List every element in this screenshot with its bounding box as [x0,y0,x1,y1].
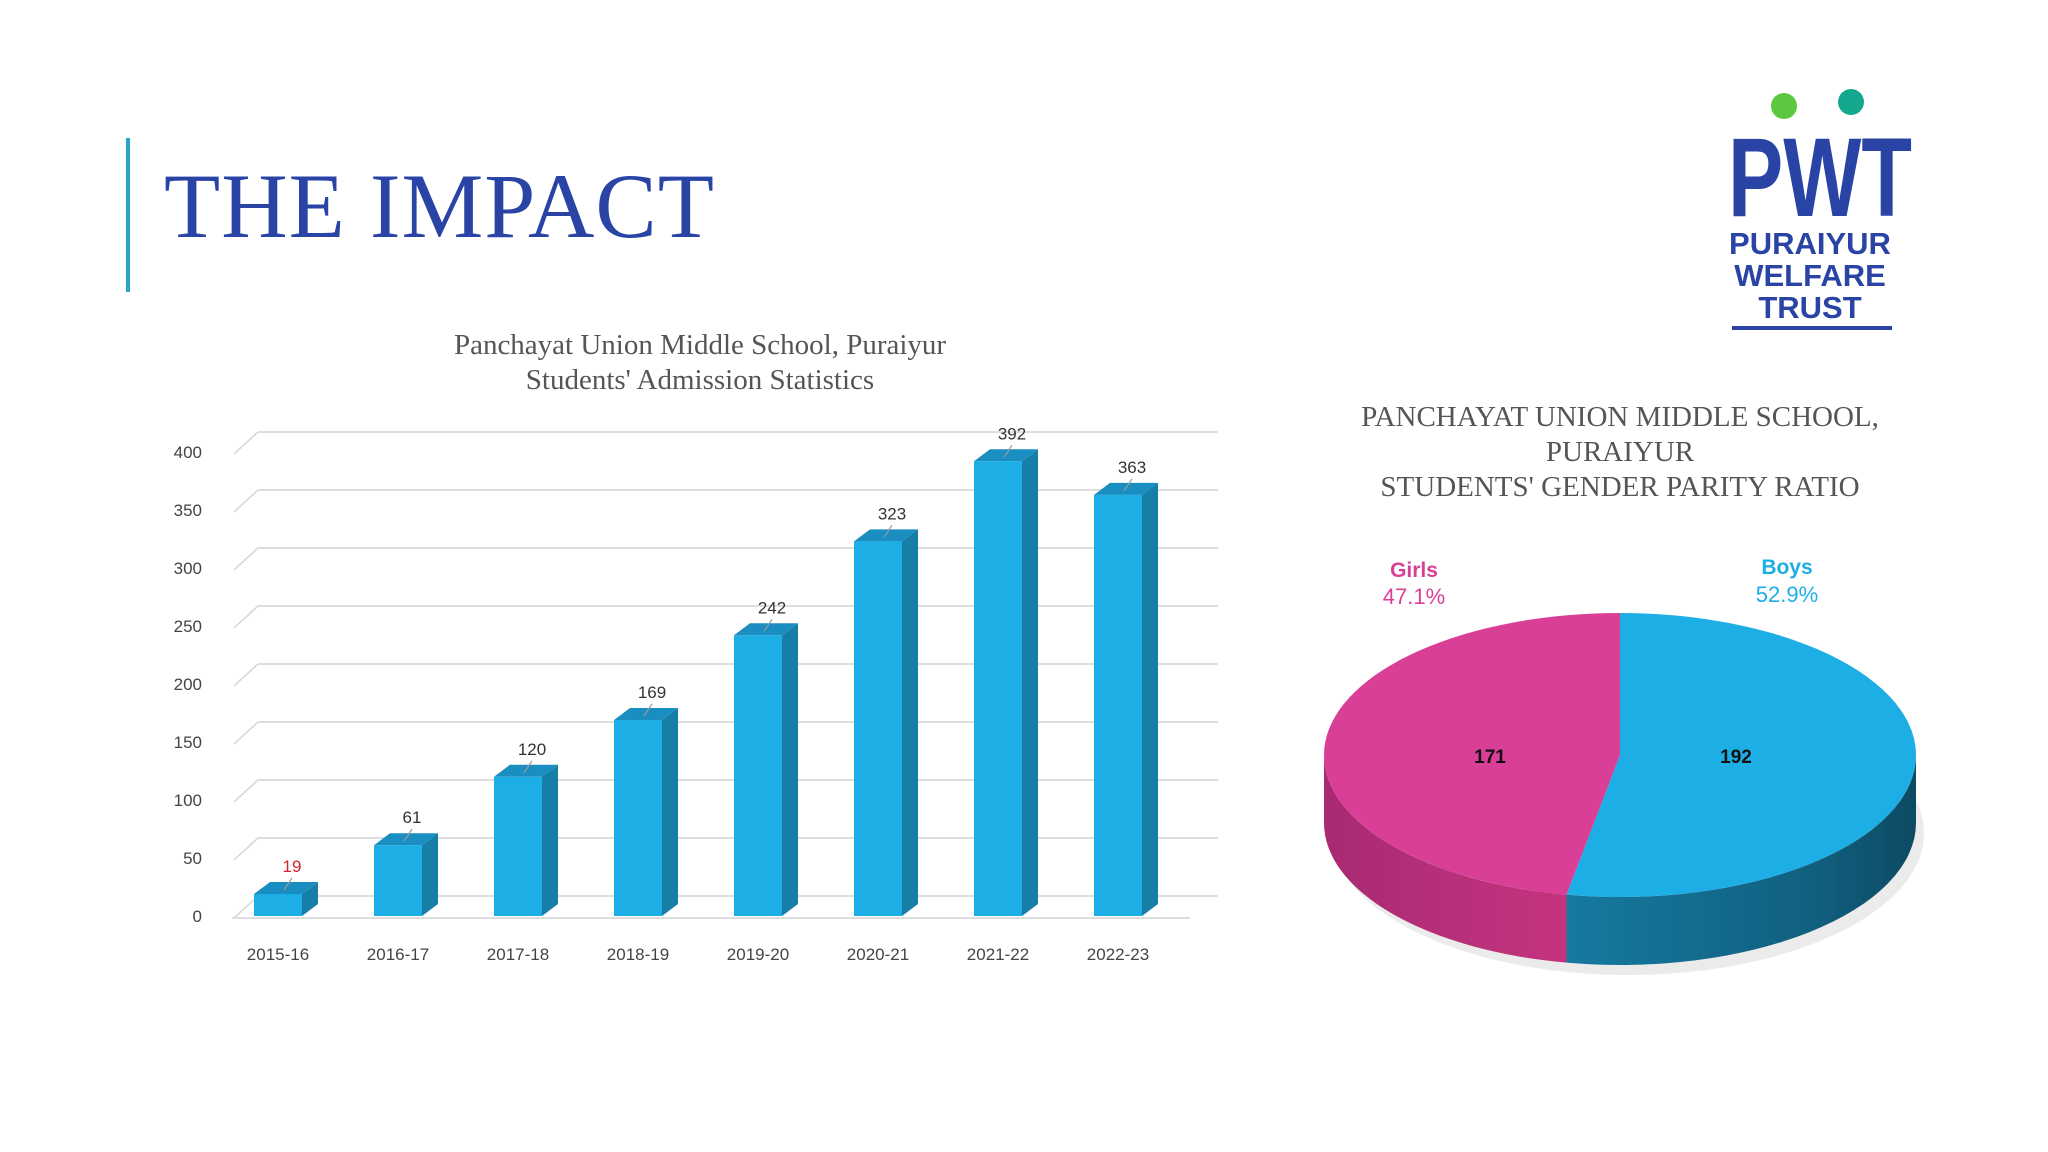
x-tick-label: 2016-17 [367,945,429,964]
girls-slice-side [1324,755,1567,963]
pie-chart-title: PANCHAYAT UNION MIDDLE SCHOOL, PURAIYUR … [1290,400,1950,505]
data-label-leader [523,760,533,774]
data-label: 363 [1118,458,1146,477]
x-tick-label: 2019-20 [727,945,789,964]
grid-line [233,721,259,745]
logo-line-3: TRUST [1758,290,1861,325]
bar-2021-22: 392 2021-22 [967,424,1038,964]
pie-chart-title-line-3: STUDENTS' GENDER PARITY RATIO [1380,471,1860,503]
slide-title: THE IMPACT [164,155,715,257]
data-label: 120 [518,740,546,759]
y-tick-label: 200 [174,675,202,694]
bar-side [542,764,558,916]
data-label: 392 [998,424,1026,443]
boys-value-label: 192 [1720,747,1752,768]
grid-line [233,663,259,687]
bar-front [254,893,302,916]
bar-side [302,881,318,916]
grid-line [233,431,259,455]
boys-percent-label: 52.9% [1756,582,1818,607]
logo-line-1: PURAIYUR [1729,226,1891,261]
y-tick-label: 0 [193,907,202,926]
bar-side [782,623,798,916]
puraiyur-welfare-trust-logo: PWT PURAIYUR WELFARE TRUST [1728,89,1912,330]
logo-line-2: WELFARE [1734,258,1886,293]
girls-percent-label: 47.1% [1383,584,1445,609]
logo-green-dot [1771,93,1797,119]
bar-front [734,635,782,916]
bar-front [974,461,1022,916]
y-tick-label: 100 [174,791,202,810]
bar-side [902,529,918,916]
y-tick-label: 300 [174,559,202,578]
title-accent-line [126,138,130,292]
x-tick-label: 2022-23 [1087,945,1149,964]
bar-side [662,707,678,916]
bar-front [494,776,542,916]
bar-2017-18: 120 2017-18 [487,740,558,964]
bar-front [374,845,422,916]
data-label-leader [883,524,893,538]
bar-chart-title-line-1: Panchayat Union Middle School, Puraiyur [453,329,947,361]
data-label: 169 [638,683,666,702]
logo-teal-dot [1838,89,1864,115]
data-label-leader [403,828,413,842]
bar-2015-16: 19 2015-16 [247,857,318,964]
data-label-leader [1123,478,1133,492]
boys-slice-side [1566,755,1916,965]
bar-2019-20: 242 2019-20 [727,598,798,964]
data-label-leader [1003,444,1013,458]
data-label: 61 [403,808,422,827]
bar-front [614,719,662,916]
bar-2016-17: 61 2016-17 [367,808,438,964]
x-tick-label: 2015-16 [247,945,309,964]
y-tick-label: 250 [174,617,202,636]
logo-underline [1732,326,1892,330]
x-tick-label: 2020-21 [847,945,909,964]
x-tick-label: 2021-22 [967,945,1029,964]
bar-2020-21: 323 2020-21 [847,504,918,964]
data-label: 242 [758,598,786,617]
data-label: 19 [283,857,302,876]
bar-2022-23: 363 2022-23 [1087,458,1158,964]
girls-value-label: 171 [1474,747,1506,768]
bar-2018-19: 169 2018-19 [607,683,678,964]
data-label-leader [283,877,293,891]
grid-line [233,605,259,629]
x-tick-label: 2018-19 [607,945,669,964]
bar-side [422,833,438,916]
boys-category-label: Boys [1761,556,1812,579]
grid-line [233,547,259,571]
bar-chart-title: Panchayat Union Middle School, Puraiyur … [300,328,1100,398]
grid-line [233,489,259,513]
grid-line [233,779,259,803]
logo-mark: PWT [1728,115,1912,240]
y-tick-label: 400 [174,443,202,462]
bar-front [854,541,902,916]
data-label-leader [763,618,773,632]
grid-line [233,837,259,861]
data-label-leader [643,703,653,717]
y-tick-label: 50 [183,849,202,868]
pie-chart-title-line-2: PURAIYUR [1545,436,1695,468]
data-label: 323 [878,504,906,523]
bar-front [1094,494,1142,916]
bar-side [1022,449,1038,916]
girls-category-label: Girls [1390,559,1438,582]
y-tick-label: 350 [174,501,202,520]
admission-bar-chart: 0 50 100 150 200 250 300 350 400 19 2015-16 61 2016-… [174,424,1218,964]
bar-side [1142,482,1158,916]
girls-slice [1324,613,1620,895]
bar-chart-title-line-2: Students' Admission Statistics [525,364,875,396]
pie-chart-title-line-1: PANCHAYAT UNION MIDDLE SCHOOL, [1361,401,1879,433]
x-tick-label: 2017-18 [487,945,549,964]
y-tick-label: 150 [174,733,202,752]
boys-slice [1566,613,1917,897]
